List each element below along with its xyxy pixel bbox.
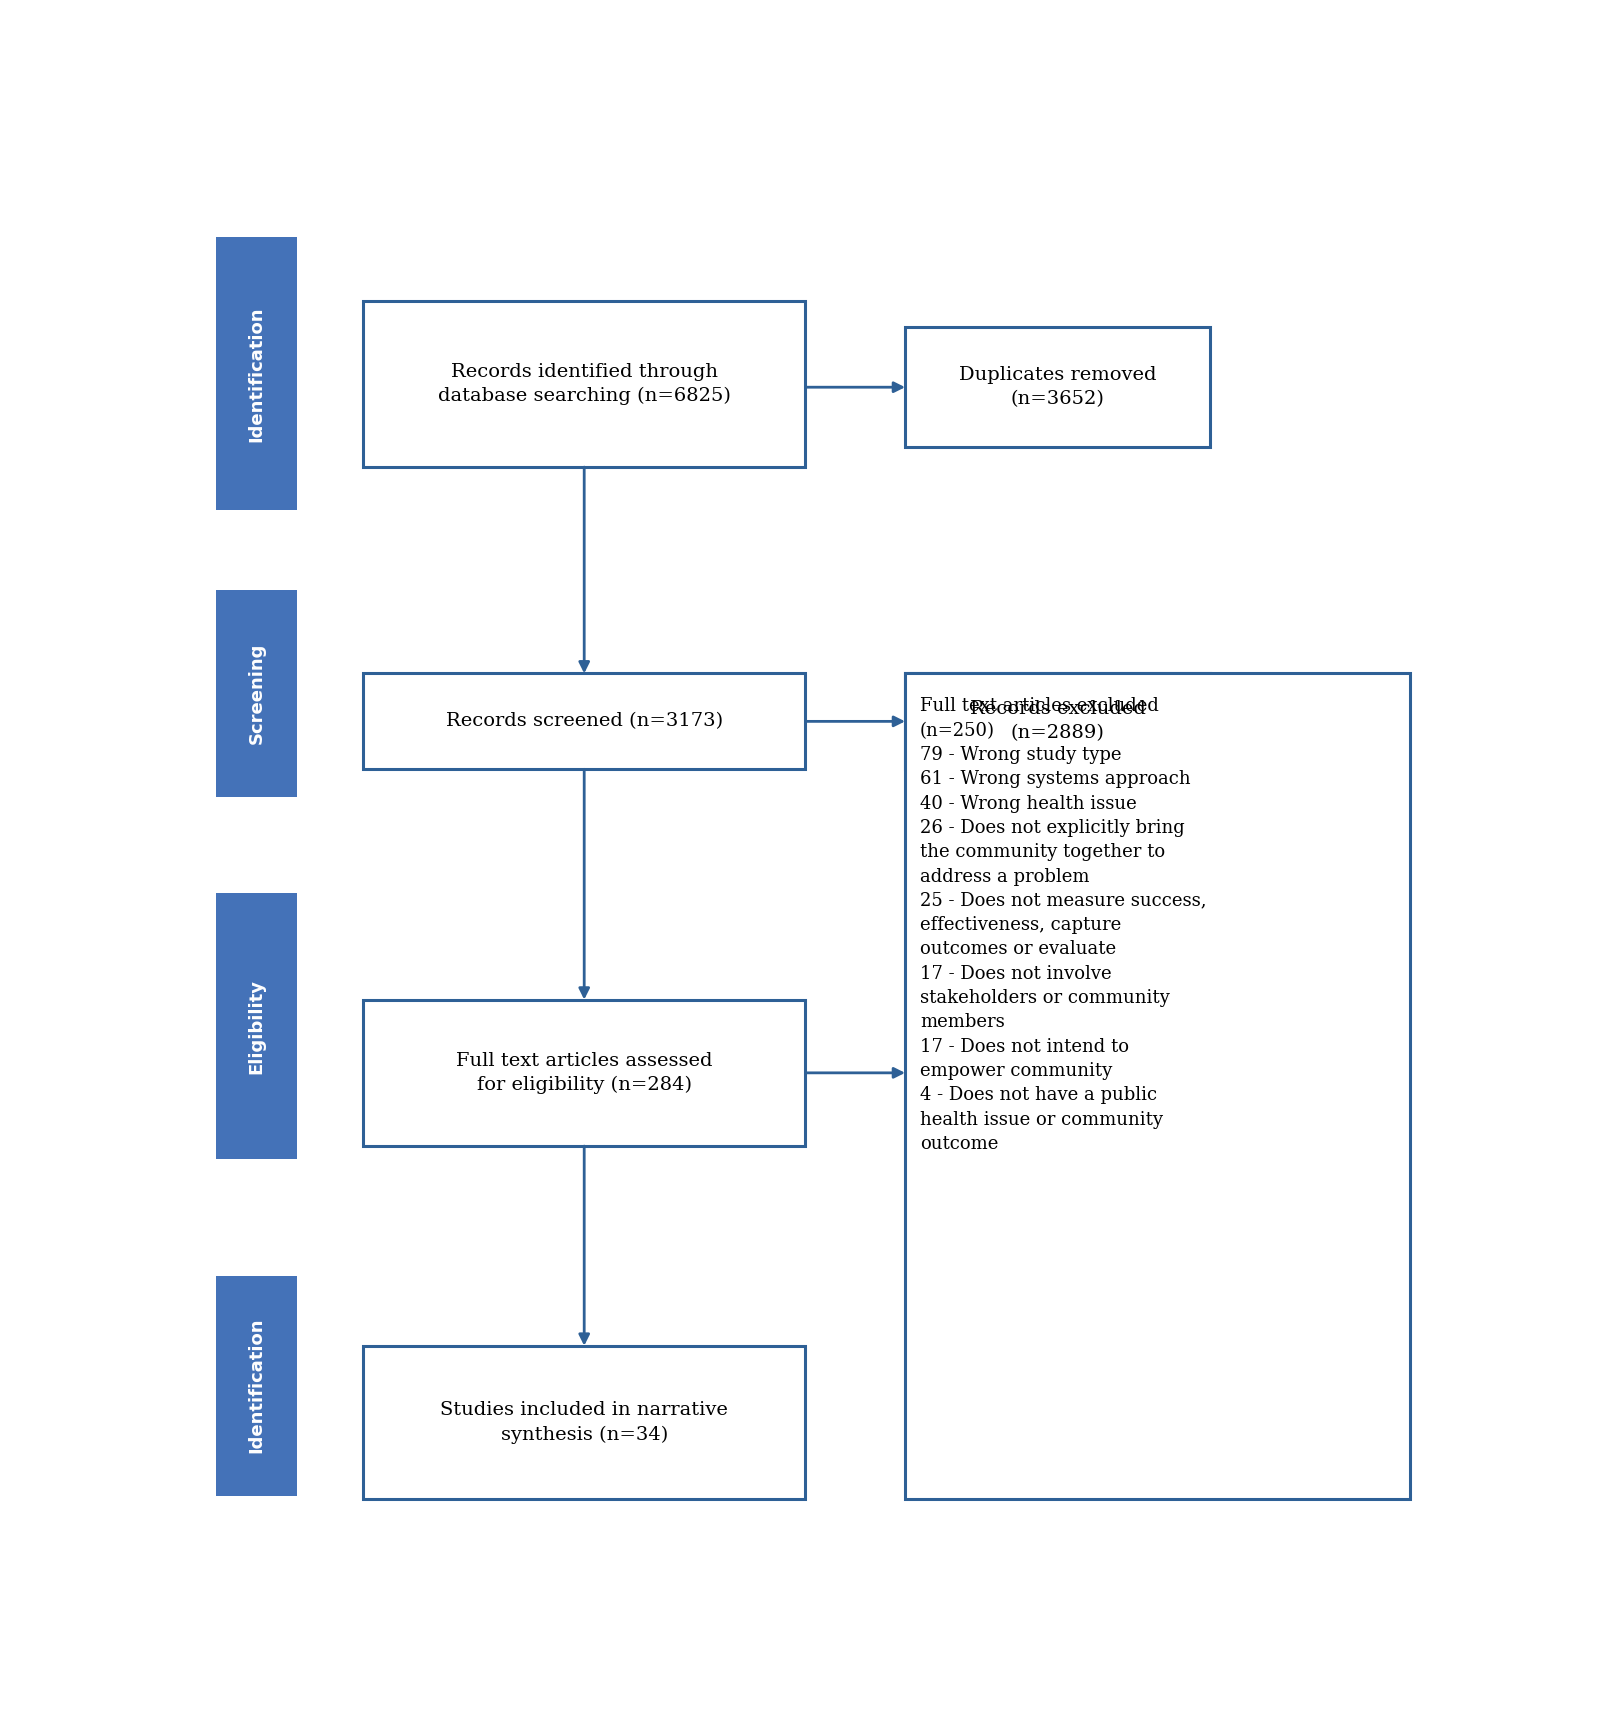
Bar — [363, 301, 805, 467]
Bar — [215, 1276, 297, 1496]
Text: Full text articles excluded
(n=250)
79 - Wrong study type
61 - Wrong systems app: Full text articles excluded (n=250) 79 -… — [919, 697, 1205, 1153]
Text: Eligibility: Eligibility — [247, 979, 265, 1074]
Text: Records identified through
database searching (n=6825): Records identified through database sear… — [437, 363, 730, 405]
Bar — [215, 894, 297, 1160]
Text: Full text articles assessed
for eligibility (n=284): Full text articles assessed for eligibil… — [456, 1051, 712, 1094]
Bar — [363, 674, 805, 769]
Text: Records excluded
(n=2889): Records excluded (n=2889) — [969, 700, 1144, 742]
Text: Records screened (n=3173): Records screened (n=3173) — [445, 712, 722, 730]
Bar — [215, 237, 297, 510]
Text: Identification: Identification — [247, 1317, 265, 1454]
Bar — [905, 674, 1409, 1499]
Text: Identification: Identification — [247, 306, 265, 441]
Text: Studies included in narrative
synthesis (n=34): Studies included in narrative synthesis … — [440, 1400, 728, 1444]
Bar — [363, 999, 805, 1146]
Bar — [215, 590, 297, 797]
Text: Duplicates removed
(n=3652): Duplicates removed (n=3652) — [958, 367, 1155, 408]
Text: Screening: Screening — [247, 643, 265, 743]
Bar — [905, 674, 1210, 769]
Bar — [905, 327, 1210, 448]
Bar — [363, 1345, 805, 1499]
